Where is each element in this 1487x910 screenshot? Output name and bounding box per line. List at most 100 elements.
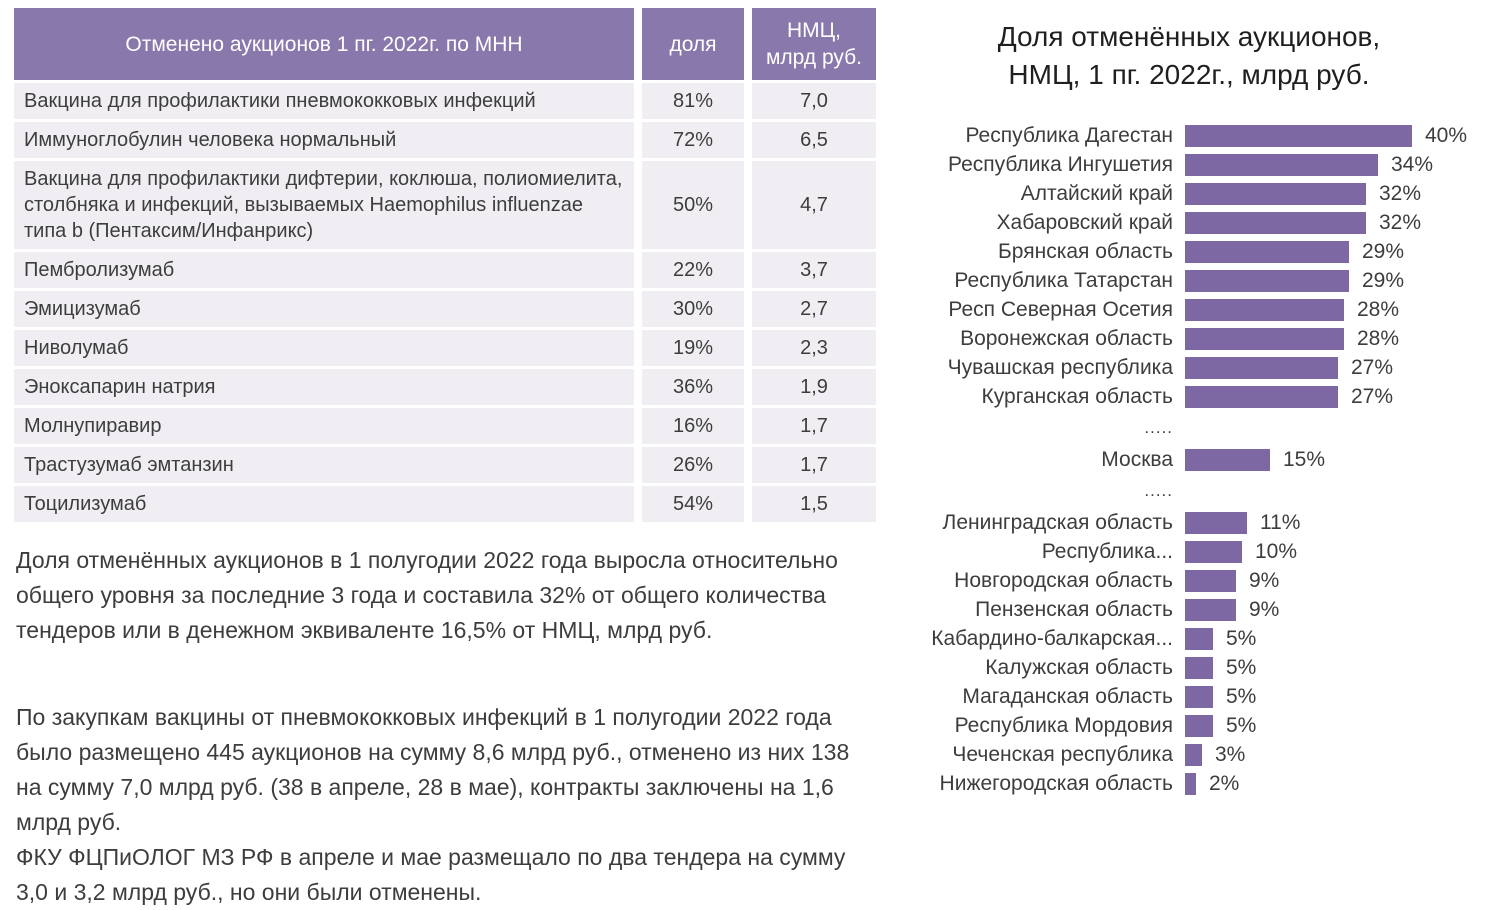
chart-row: Магаданская область 5% (898, 682, 1480, 711)
bar-label: Нижегородская область (939, 771, 1173, 795)
bar-value-label: 9% (1249, 568, 1280, 592)
nmc-cell: 2,7 (744, 289, 876, 330)
bar (1185, 743, 1202, 766)
share-cell: 81% (634, 81, 748, 122)
nmc-cell: 1,5 (744, 484, 876, 525)
bar-value-label: 28% (1357, 326, 1400, 350)
bar-label: Чувашская республика (947, 355, 1173, 379)
bar-value-label: 11% (1260, 510, 1301, 534)
bar-label: Ленинградская область (942, 510, 1173, 534)
bar (1185, 714, 1213, 737)
bar-value-label: 5% (1226, 713, 1257, 737)
bar (1185, 269, 1349, 292)
bar-value-label: 2% (1209, 771, 1240, 795)
bar-label: Калужская область (985, 655, 1173, 679)
chart-row: Пензенская область 9% (898, 595, 1480, 624)
bar (1185, 182, 1366, 205)
chart-ellipsis-row: ..... (898, 474, 1480, 508)
table-row: Иммуноглобулин человека нормальный 72% 6… (14, 120, 876, 161)
nmc-cell: 6,5 (744, 120, 876, 161)
bar-label: Республика... (1041, 539, 1173, 563)
bar-value-label: 5% (1226, 655, 1257, 679)
bar (1185, 327, 1344, 350)
nmc-cell: 3,7 (744, 250, 876, 291)
chart-row: Чеченская республика 3% (898, 740, 1480, 769)
share-cell: 19% (634, 328, 748, 369)
bar-label: Новгородская область (954, 568, 1173, 592)
bar-value-label: 29% (1362, 268, 1405, 292)
bar-label: Алтайский край (1020, 181, 1173, 205)
chart-title: Доля отменённых аукционов, НМЦ, 1 пг. 20… (898, 18, 1480, 94)
bar-label: Республика Мордовия (954, 713, 1173, 737)
nmc-cell: 7,0 (744, 81, 876, 122)
bar (1185, 772, 1196, 795)
chart-row: Москва 15% (898, 445, 1480, 474)
bar (1185, 598, 1236, 621)
chart-ellipsis-row: ..... (898, 411, 1480, 445)
drug-name-cell: Иммуноглобулин человека нормальный (14, 120, 638, 161)
chart-row: Алтайский край 32% (898, 179, 1480, 208)
drug-name-cell: Ниволумаб (14, 328, 638, 369)
chart-title-line2: НМЦ, 1 пг. 2022г., млрд руб. (1008, 59, 1370, 90)
table-row: Ниволумаб 19% 2,3 (14, 328, 876, 369)
bar (1185, 124, 1412, 147)
bar (1185, 240, 1349, 263)
bar-label: Хабаровский край (996, 210, 1173, 234)
bar-value-label: 40% (1425, 123, 1468, 147)
chart-row: Республика... 10% (898, 537, 1480, 566)
share-cell: 54% (634, 484, 748, 525)
share-cell: 16% (634, 406, 748, 447)
chart-row: Хабаровский край 32% (898, 208, 1480, 237)
drug-name-cell: Эмицизумаб (14, 289, 638, 330)
chart-title-line1: Доля отменённых аукционов, (997, 21, 1381, 52)
nmc-cell: 2,3 (744, 328, 876, 369)
table-row: Вакцина для профилактики пневмококковых … (14, 81, 876, 122)
cancelled-auctions-chart: Доля отменённых аукционов, НМЦ, 1 пг. 20… (898, 18, 1480, 798)
share-cell: 22% (634, 250, 748, 291)
table-row: Эноксапарин натрия 36% 1,9 (14, 367, 876, 408)
details-paragraph: По закупкам вакцины от пневмококковых ин… (16, 704, 850, 905)
drug-name-cell: Молнупиравир (14, 406, 638, 447)
bar-value-label: 27% (1351, 384, 1394, 408)
bar (1185, 685, 1213, 708)
bar-label: Брянская область (998, 239, 1173, 263)
nmc-cell: 4,7 (744, 159, 876, 252)
bar (1185, 153, 1378, 176)
table-title: Отменено аукционов 1 пг. 2022г. по МНН (14, 8, 638, 83)
chart-row: Республика Мордовия 5% (898, 711, 1480, 740)
chart-row: Нижегородская область 2% (898, 769, 1480, 798)
bar (1185, 511, 1247, 534)
bar (1185, 540, 1242, 563)
bar (1185, 211, 1366, 234)
bar-label: Республика Ингушетия (947, 152, 1173, 176)
ellipsis-label: ..... (1144, 418, 1173, 437)
chart-row: Воронежская область 28% (898, 324, 1480, 353)
bar (1185, 298, 1344, 321)
bar-value-label: 28% (1357, 297, 1400, 321)
left-column: Отменено аукционов 1 пг. 2022г. по МНН д… (14, 8, 876, 910)
table-row: Эмицизумаб 30% 2,7 (14, 289, 876, 330)
column-header-nmc: НМЦ, млрд руб. (744, 8, 876, 83)
bar (1185, 356, 1338, 379)
share-cell: 30% (634, 289, 748, 330)
summary-paragraph: Доля отменённых аукционов в 1 полугодии … (16, 547, 838, 643)
bar-value-label: 5% (1226, 684, 1257, 708)
chart-rows: Республика Дагестан 40% Республика Ингуш… (898, 121, 1480, 798)
ellipsis-label: ..... (1144, 481, 1173, 500)
chart-row: Республика Дагестан 40% (898, 121, 1480, 150)
bar (1185, 569, 1236, 592)
chart-row: Калужская область 5% (898, 653, 1480, 682)
drug-name-cell: Эноксапарин натрия (14, 367, 638, 408)
bar-value-label: 32% (1379, 210, 1422, 234)
table-row: Тоцилизумаб 54% 1,5 (14, 484, 876, 525)
drug-name-cell: Пембролизумаб (14, 250, 638, 291)
bar-value-label: 10% (1255, 539, 1298, 563)
bar-label: Магаданская область (962, 684, 1173, 708)
chart-row: Брянская область 29% (898, 237, 1480, 266)
chart-row: Республика Татарстан 29% (898, 266, 1480, 295)
bar-label: Республика Татарстан (954, 268, 1173, 292)
bar-value-label: 3% (1215, 742, 1246, 766)
nmc-cell: 1,7 (744, 406, 876, 447)
drug-name-cell: Вакцина для профилактики дифтерии, коклю… (14, 159, 638, 252)
bar-value-label: 29% (1362, 239, 1405, 263)
